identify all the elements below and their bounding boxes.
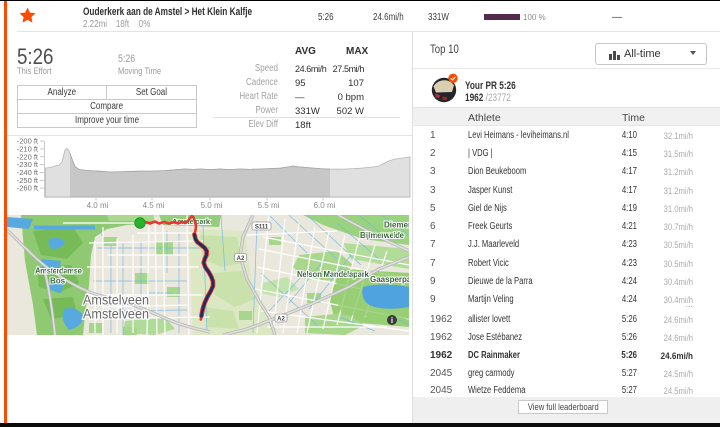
svg-text:S111: S111 bbox=[255, 224, 269, 230]
svg-text:4.5 mi: 4.5 mi bbox=[143, 201, 165, 210]
svg-text:Bos: Bos bbox=[50, 277, 66, 286]
svg-text:Diemen: Diemen bbox=[384, 221, 409, 230]
svg-text:-200 ft: -200 ft bbox=[17, 137, 39, 146]
svg-text:5.5 mi: 5.5 mi bbox=[258, 201, 280, 210]
svg-text:-210 ft: -210 ft bbox=[17, 145, 39, 154]
svg-text:-220 ft: -220 ft bbox=[17, 152, 39, 161]
svg-text:Amstelveen: Amstelveen bbox=[83, 293, 149, 308]
svg-text:Nelson Mandelapark: Nelson Mandelapark bbox=[297, 270, 370, 279]
svg-text:4.0 mi: 4.0 mi bbox=[87, 201, 109, 210]
svg-text:A2: A2 bbox=[277, 316, 285, 322]
svg-text:Amsterdamse: Amsterdamse bbox=[35, 267, 83, 276]
svg-text:-260 ft: -260 ft bbox=[17, 184, 39, 193]
svg-text:Bijlmerweide: Bijlmerweide bbox=[360, 231, 405, 240]
svg-text:Amstelpark: Amstelpark bbox=[172, 217, 211, 226]
svg-text:Amstelveen: Amstelveen bbox=[83, 307, 149, 322]
svg-text:6.0 mi: 6.0 mi bbox=[314, 201, 336, 210]
svg-text:Gaasperpark: Gaasperpark bbox=[370, 275, 409, 284]
svg-text:A2: A2 bbox=[237, 256, 245, 262]
svg-text:i: i bbox=[391, 316, 393, 325]
svg-text:-250 ft: -250 ft bbox=[17, 176, 39, 185]
svg-text:-230 ft: -230 ft bbox=[17, 160, 39, 169]
svg-text:-240 ft: -240 ft bbox=[17, 168, 39, 177]
svg-text:5.0 mi: 5.0 mi bbox=[201, 201, 223, 210]
